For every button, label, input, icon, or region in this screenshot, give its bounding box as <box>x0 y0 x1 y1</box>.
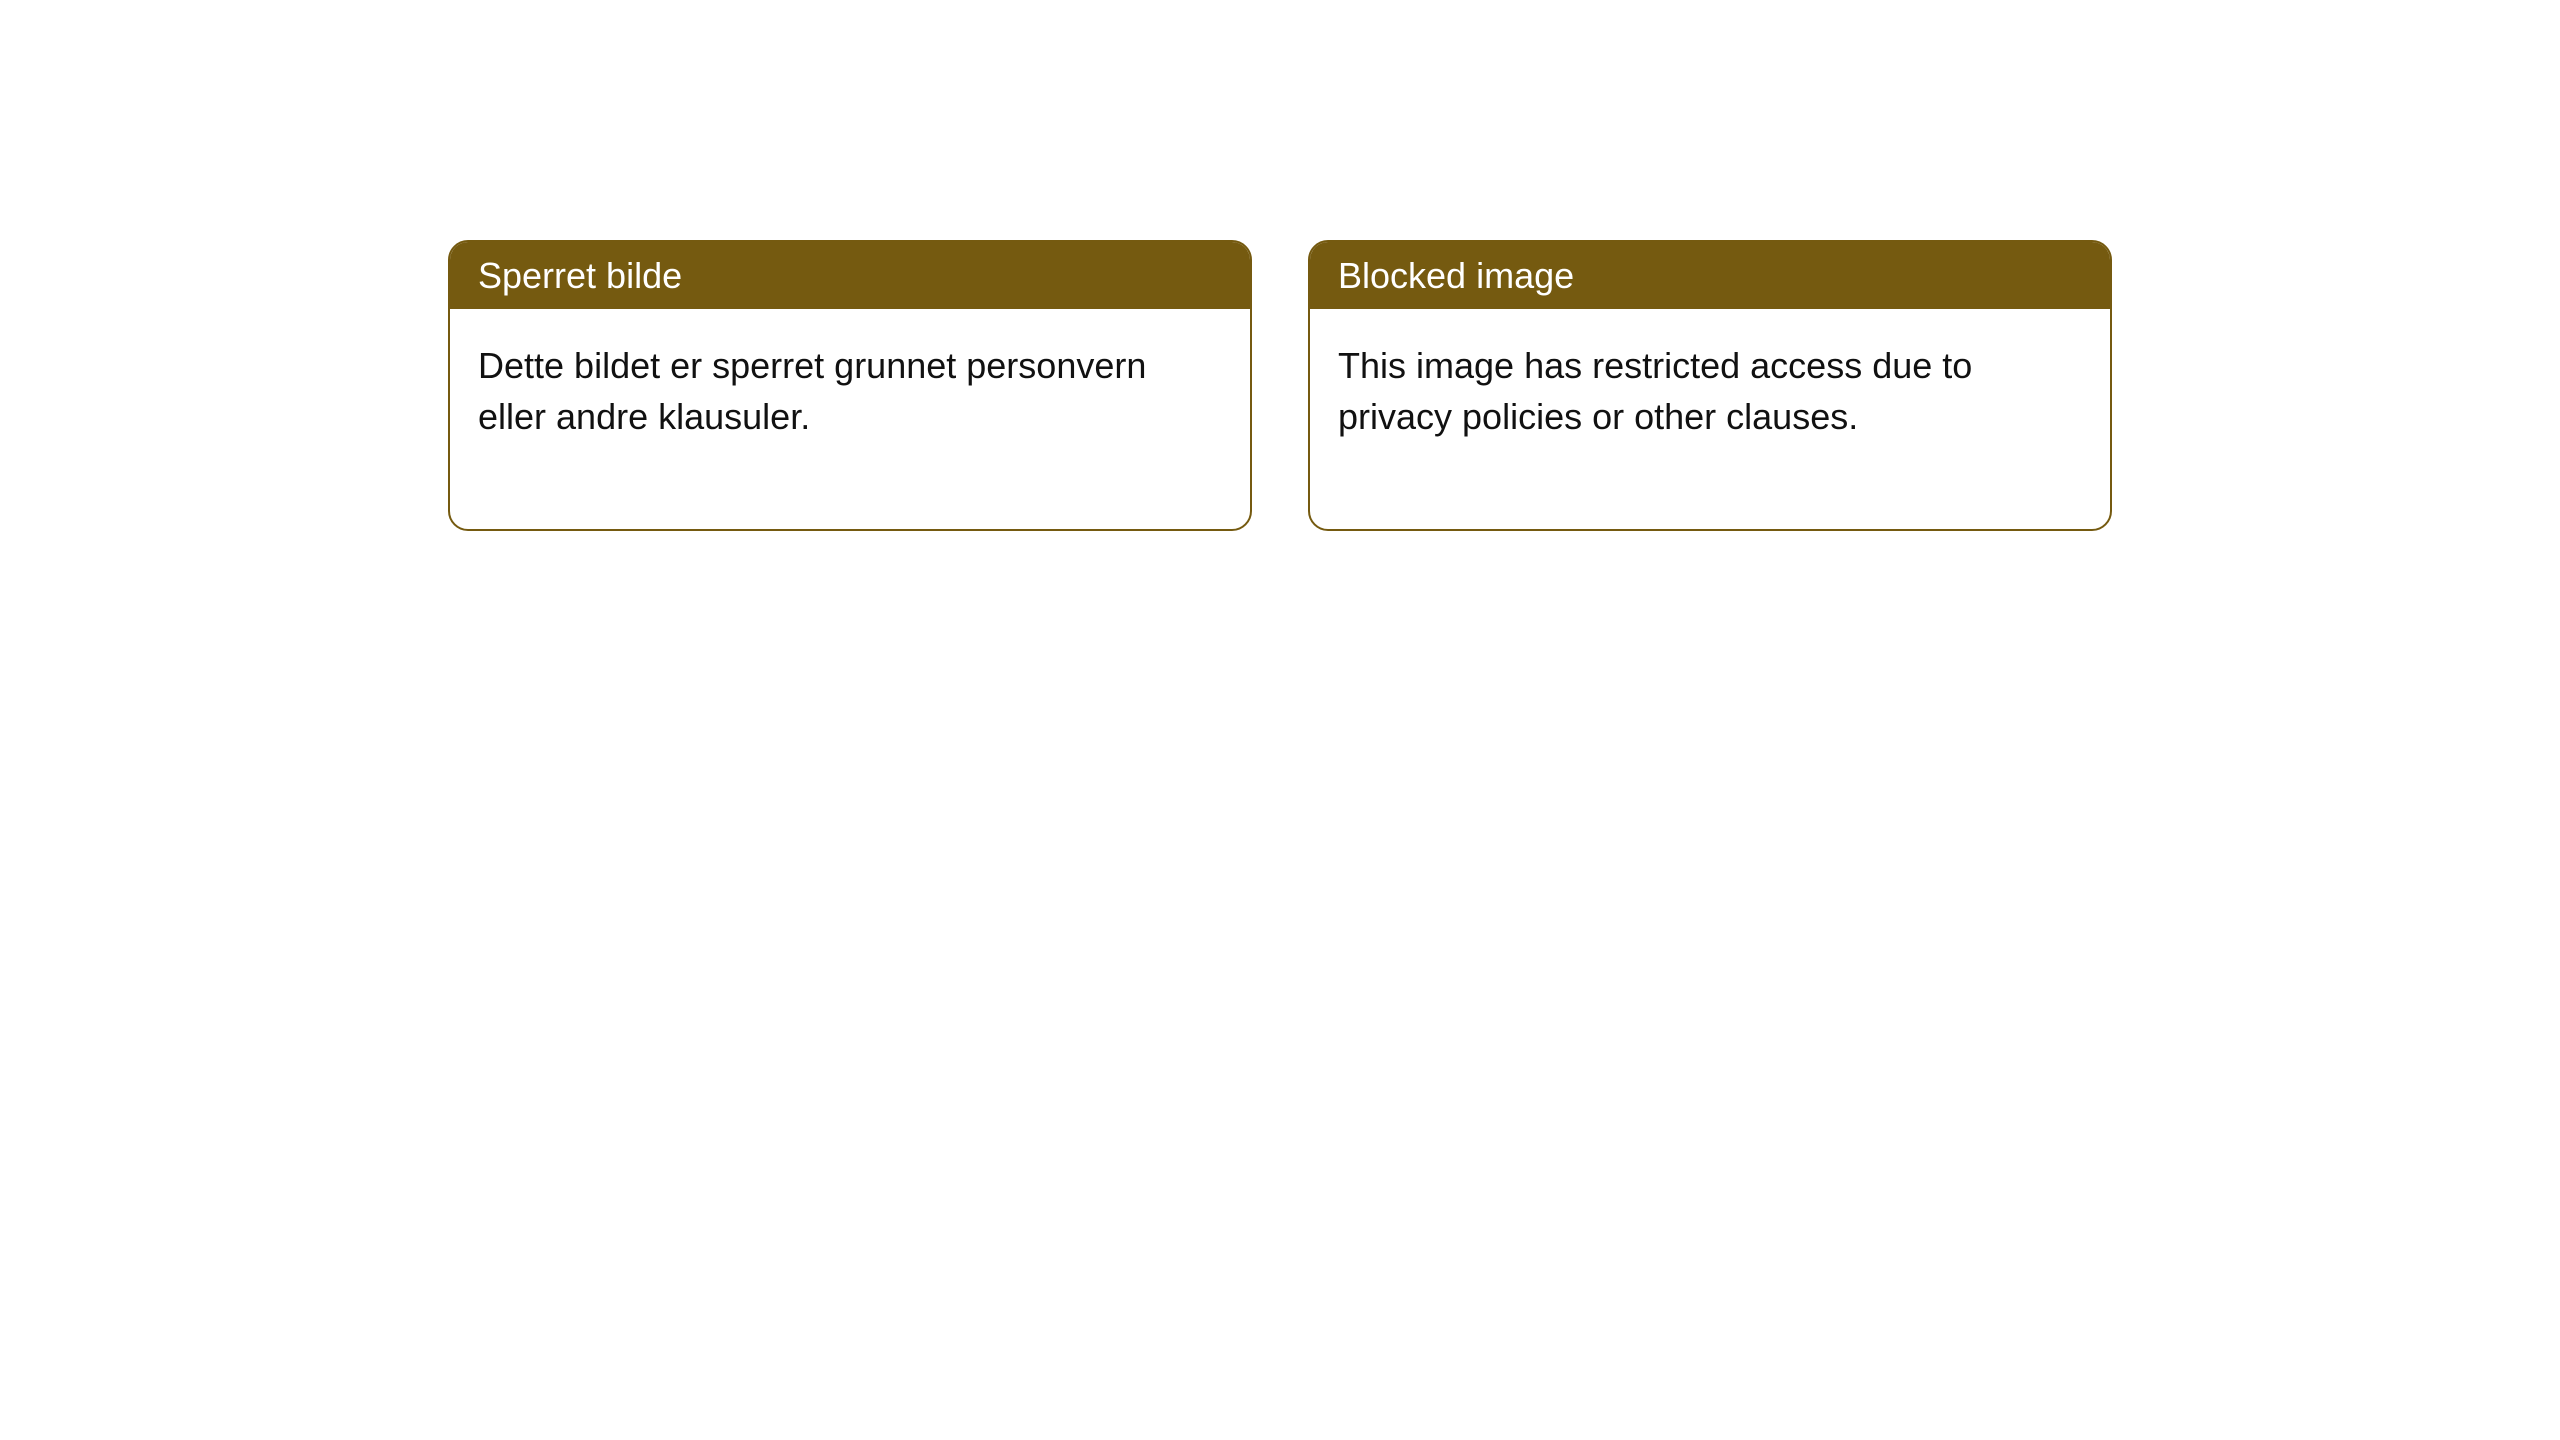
notice-body: Dette bildet er sperret grunnet personve… <box>450 309 1250 529</box>
notice-body: This image has restricted access due to … <box>1310 309 2110 529</box>
notice-box-english: Blocked image This image has restricted … <box>1308 240 2112 531</box>
notice-box-norwegian: Sperret bilde Dette bildet er sperret gr… <box>448 240 1252 531</box>
notice-title: Blocked image <box>1310 242 2110 309</box>
notice-title: Sperret bilde <box>450 242 1250 309</box>
notice-container: Sperret bilde Dette bildet er sperret gr… <box>0 0 2560 531</box>
